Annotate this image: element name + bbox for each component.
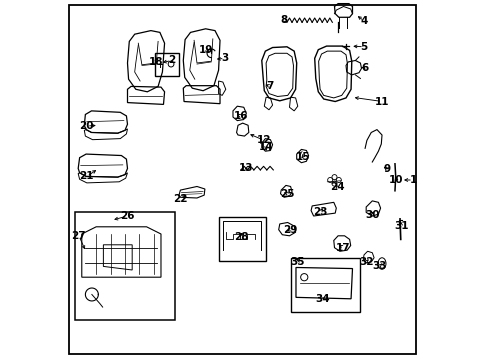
- Text: 10: 10: [388, 175, 403, 185]
- Text: 2: 2: [168, 55, 175, 66]
- Text: 7: 7: [266, 81, 274, 91]
- Text: 3: 3: [221, 53, 228, 63]
- Text: 6: 6: [361, 63, 368, 73]
- Text: 35: 35: [290, 257, 305, 267]
- Text: 23: 23: [312, 207, 326, 217]
- Text: 28: 28: [234, 232, 248, 242]
- Text: 27: 27: [71, 231, 86, 241]
- Text: 21: 21: [80, 171, 94, 181]
- Text: 20: 20: [80, 121, 94, 131]
- Text: 22: 22: [173, 194, 187, 204]
- Bar: [219, 217, 265, 261]
- Text: 5: 5: [360, 42, 367, 52]
- Text: 11: 11: [374, 96, 389, 107]
- Text: 13: 13: [239, 163, 253, 174]
- Text: 34: 34: [315, 294, 329, 304]
- Text: 18: 18: [148, 57, 163, 67]
- Text: 24: 24: [329, 182, 344, 192]
- Text: 9: 9: [383, 164, 390, 174]
- Text: 26: 26: [120, 211, 135, 221]
- Text: 31: 31: [393, 221, 407, 231]
- Text: 32: 32: [358, 257, 373, 267]
- Text: 29: 29: [283, 225, 297, 235]
- Text: 30: 30: [365, 210, 379, 220]
- Text: 12: 12: [257, 135, 271, 145]
- Text: 19: 19: [198, 45, 212, 55]
- Text: 15: 15: [295, 152, 309, 162]
- Text: 1: 1: [408, 175, 416, 185]
- Text: 14: 14: [258, 142, 273, 152]
- Text: 16: 16: [233, 111, 247, 121]
- Bar: [155, 53, 178, 76]
- Text: 25: 25: [279, 189, 294, 199]
- Text: 17: 17: [336, 243, 350, 253]
- Text: 8: 8: [280, 15, 287, 25]
- Bar: [75, 212, 175, 320]
- Bar: [290, 258, 359, 312]
- Text: 33: 33: [372, 261, 386, 271]
- Text: 4: 4: [360, 16, 367, 26]
